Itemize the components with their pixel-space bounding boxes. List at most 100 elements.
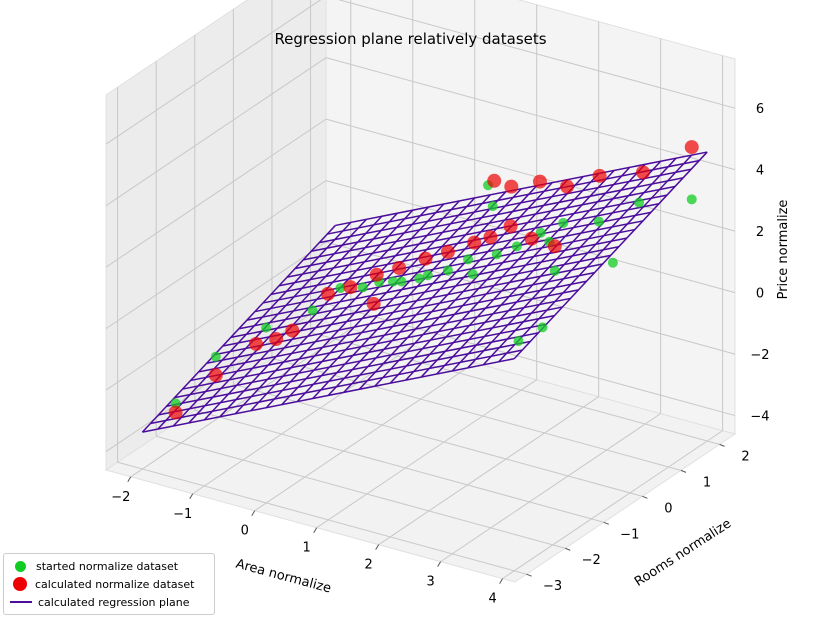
- regression-plane: [141, 151, 708, 433]
- green-dot-icon: [15, 560, 26, 572]
- calculated-point: [547, 239, 562, 254]
- legend-item-started: started normalize dataset: [10, 557, 178, 575]
- legend-item-plane: calculated regression plane: [10, 593, 190, 611]
- y-tick-label: 1: [703, 475, 711, 490]
- started-point: [357, 282, 368, 293]
- y-tick-mark: [680, 469, 687, 473]
- calculated-point: [249, 336, 264, 351]
- started-point: [491, 249, 502, 260]
- z-tick-label: 0: [756, 287, 764, 302]
- x-tick-mark: [375, 544, 380, 550]
- legend-label-plane: calculated regression plane: [38, 595, 190, 609]
- legend-item-calculated: calculated normalize dataset: [10, 575, 194, 593]
- calculated-dataset-points: [168, 140, 699, 420]
- back-gridline-z: [325, 57, 736, 171]
- started-point: [307, 305, 318, 316]
- z-tick-label: −4: [750, 410, 769, 425]
- x-tick-label: 2: [365, 558, 373, 573]
- plane-line-y: [319, 168, 692, 244]
- plane-line-y: [311, 177, 684, 253]
- started-point: [607, 257, 618, 268]
- z-tick-label: 6: [756, 102, 764, 117]
- x-tick-mark: [499, 578, 504, 584]
- axis-ticks: −2 −1 0 1 2 3 4 −3 −2 −1 0 1 2 −4 −2 0 2 4 6: [111, 102, 769, 606]
- side-gridline-z: [105, 180, 327, 330]
- floor-gridline-x: [502, 430, 723, 580]
- started-point: [442, 265, 453, 276]
- x-tick-label: 0: [241, 524, 249, 539]
- legend-label-started: started normalize dataset: [36, 559, 179, 573]
- calculated-point: [532, 174, 547, 189]
- started-point: [387, 276, 398, 287]
- y-tick-label: −2: [582, 553, 601, 568]
- calculated-point: [483, 230, 498, 245]
- y-tick-label: 0: [664, 501, 672, 516]
- plane-line-y: [303, 185, 676, 261]
- calculated-point: [560, 179, 575, 194]
- back-gridline-z: [325, 118, 736, 232]
- floor-gridline-x: [316, 379, 537, 529]
- side-gridline-z: [105, 241, 327, 391]
- plane-line-y: [335, 151, 708, 227]
- started-point: [535, 227, 546, 238]
- started-point: [511, 241, 522, 252]
- legend-label-calculated: calculated normalize dataset: [35, 577, 195, 591]
- started-point: [549, 265, 560, 276]
- floor-gridline-y: [117, 461, 527, 575]
- red-dot-icon: [13, 577, 27, 591]
- calculated-point: [504, 179, 519, 194]
- side-gridline-z: [105, 0, 322, 145]
- started-dataset-points: [170, 180, 697, 409]
- started-point: [414, 273, 425, 284]
- y-tick-label: −3: [543, 579, 562, 594]
- floor-gridline-x: [130, 328, 352, 478]
- calculated-point: [440, 244, 455, 259]
- started-point: [513, 336, 524, 347]
- y-tick-mark: [642, 495, 648, 499]
- y-tick-label: 2: [741, 449, 749, 464]
- y-tick-label: −1: [620, 527, 639, 542]
- z-axis-label: Price normalize: [776, 200, 791, 300]
- floor-gridline-y: [194, 409, 604, 523]
- chart-title: Regression plane relatively datasets: [274, 30, 547, 48]
- back-gridline-z: [325, 241, 736, 355]
- started-point: [422, 270, 433, 281]
- calculated-point: [635, 165, 650, 180]
- calculated-point: [366, 296, 381, 311]
- started-point: [686, 194, 697, 205]
- calculated-point: [487, 173, 502, 188]
- x-tick-label: 4: [488, 592, 496, 607]
- x-tick-label: 1: [303, 541, 311, 556]
- calculated-point: [320, 286, 335, 301]
- x-tick-mark: [189, 493, 194, 500]
- side-gridline-z: [105, 118, 327, 268]
- plane-line-x: [467, 160, 662, 369]
- started-point: [463, 254, 474, 265]
- calculated-point: [684, 140, 699, 155]
- z-tick-label: 2: [756, 225, 764, 240]
- started-point: [335, 282, 346, 293]
- started-point: [210, 351, 221, 362]
- axes-panes: [104, 0, 737, 583]
- floor-gridline-x: [440, 413, 661, 563]
- calculated-point: [418, 251, 433, 266]
- axes-gridlines: [105, 0, 736, 580]
- started-point: [537, 322, 548, 333]
- started-point: [396, 276, 407, 287]
- z-tick-label: 4: [756, 164, 764, 179]
- y-tick-mark: [564, 547, 571, 551]
- plane-line-x: [498, 154, 693, 363]
- calculated-point: [467, 235, 482, 250]
- y-axis-label: Rooms normalize: [632, 516, 734, 590]
- x-tick-mark: [437, 561, 442, 567]
- calculated-point: [208, 368, 223, 383]
- floor-gridline-x: [378, 396, 599, 546]
- calculated-point: [392, 260, 407, 275]
- plane-line-x: [482, 157, 677, 366]
- calculated-point: [524, 231, 539, 246]
- started-point: [558, 217, 569, 228]
- x-tick-label: −2: [111, 490, 130, 505]
- started-point: [261, 322, 272, 333]
- z-tick-label: −2: [750, 348, 769, 363]
- floor-gridline-y: [233, 383, 643, 497]
